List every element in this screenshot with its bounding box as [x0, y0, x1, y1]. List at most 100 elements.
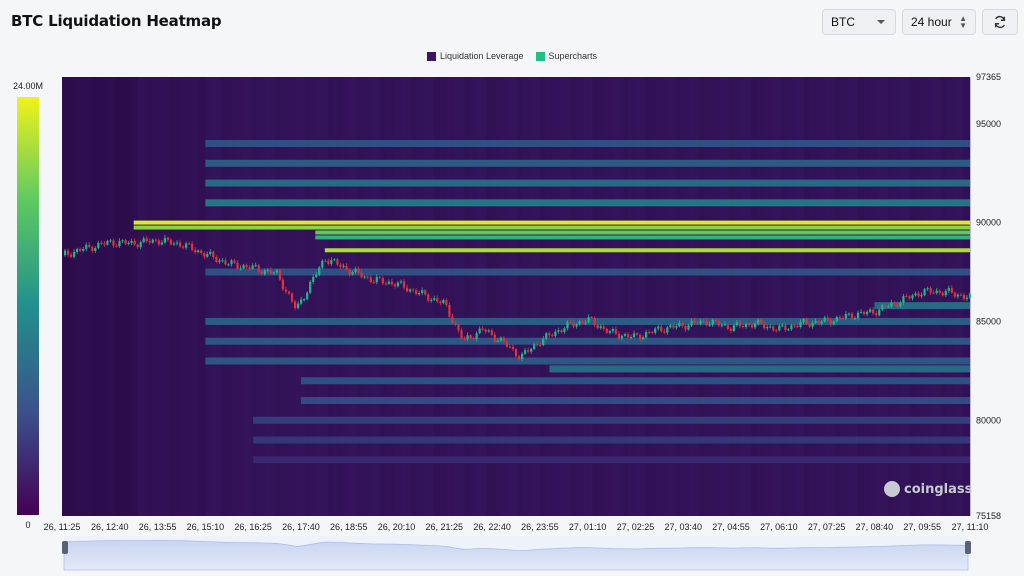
- legend-item-supercharts[interactable]: Supercharts: [535, 51, 598, 61]
- candle-body: [645, 332, 648, 338]
- candle-body: [814, 321, 817, 323]
- candle-body: [405, 287, 409, 292]
- candle-body: [424, 290, 427, 295]
- candle-body: [342, 265, 345, 267]
- candle-body: [387, 281, 390, 284]
- candle-body: [956, 294, 959, 297]
- candle-body: [118, 240, 121, 247]
- coin-select[interactable]: BTC: [822, 9, 896, 35]
- range-select[interactable]: 24 hour ▲ ▼: [902, 9, 976, 35]
- legend-label-supercharts: Supercharts: [548, 51, 598, 61]
- candle-body: [929, 288, 932, 293]
- heatmap-column: [417, 77, 426, 516]
- candle-body: [638, 334, 642, 340]
- candle-body: [629, 336, 633, 338]
- heatmap-column: [258, 77, 267, 516]
- candle-body: [635, 333, 639, 335]
- legend-item-leverage[interactable]: Liquidation Leverage: [426, 51, 524, 61]
- candle-body: [648, 332, 651, 334]
- candle-body: [309, 281, 312, 293]
- candle-body: [896, 303, 899, 307]
- candle-body: [284, 289, 288, 292]
- candle-body: [890, 302, 893, 307]
- heatmap-column: [848, 77, 857, 516]
- candle-body: [708, 324, 711, 326]
- liquidation-band: [300, 377, 970, 385]
- candle-body: [533, 344, 536, 349]
- candle-body: [517, 356, 521, 359]
- candle-body: [681, 323, 684, 327]
- heatmap-column: [167, 77, 176, 516]
- heatmap-column: [394, 77, 403, 516]
- candle-body: [617, 333, 621, 339]
- candle-body: [841, 318, 844, 320]
- colorbar-min-label: 0: [25, 520, 30, 530]
- liquidation-band: [205, 159, 971, 167]
- liquidation-band: [205, 140, 971, 148]
- candle-body: [820, 321, 823, 324]
- heatmap-column: [152, 77, 161, 516]
- x-tick-label: 27, 01:10: [569, 522, 607, 532]
- candle-body: [893, 302, 896, 304]
- heatmap-column: [266, 77, 275, 516]
- liquidation-band: [324, 248, 970, 253]
- candle-body: [402, 281, 406, 288]
- candle-body: [902, 296, 905, 303]
- candle-body: [551, 335, 554, 337]
- candle-body: [769, 326, 772, 328]
- x-tick-label: 26, 18:55: [330, 522, 368, 532]
- liquidation-band: [205, 179, 971, 187]
- candle-body: [408, 289, 412, 292]
- heatmap-column: [886, 77, 895, 516]
- candle-body: [953, 292, 956, 297]
- candle-body: [251, 265, 254, 269]
- candle-body: [463, 338, 466, 340]
- candle-body: [82, 249, 85, 251]
- candle-body: [965, 297, 969, 299]
- heatmap-column: [432, 77, 441, 516]
- heatmap-column: [795, 77, 805, 516]
- x-tick-label: 27, 03:40: [664, 522, 702, 532]
- heatmap-column: [478, 77, 487, 516]
- legend-label-leverage: Liquidation Leverage: [439, 51, 524, 61]
- candle-body: [847, 313, 851, 315]
- heatmap-column: [561, 77, 570, 516]
- x-tick-label: 27, 09:55: [903, 522, 941, 532]
- watermark-text: coinglass: [904, 481, 973, 497]
- candle-body: [714, 319, 717, 321]
- heatmap-column: [614, 77, 623, 516]
- heatmap-column: [652, 77, 661, 516]
- candle-body: [318, 267, 321, 275]
- candle-body: [163, 237, 167, 243]
- candle-body: [236, 262, 239, 269]
- heatmap-column: [326, 77, 335, 516]
- candle-body: [626, 334, 630, 338]
- range-handle-left[interactable]: [62, 541, 68, 554]
- candle-body: [599, 326, 602, 329]
- heatmap-column: [523, 77, 532, 516]
- refresh-icon: [994, 15, 1006, 29]
- heatmap-column: [750, 77, 759, 516]
- heatmap-column: [947, 77, 956, 516]
- heatmap-column: [463, 77, 472, 516]
- candle-body: [121, 240, 124, 242]
- candle-body: [865, 311, 869, 315]
- candle-body: [330, 260, 333, 264]
- candle-body: [293, 301, 297, 309]
- range-handle-right[interactable]: [965, 541, 971, 554]
- candle-body: [642, 337, 645, 340]
- refresh-button[interactable]: [982, 9, 1018, 35]
- candle-body: [623, 334, 627, 336]
- heatmap-column: [667, 77, 676, 516]
- coinglass-watermark: coinglass: [884, 481, 972, 497]
- candle-body: [94, 247, 97, 251]
- heatmap-column: [69, 77, 78, 516]
- x-tick-label: 27, 11:10: [952, 522, 989, 532]
- heatmap-column: [334, 77, 343, 516]
- candle-body: [729, 328, 732, 331]
- candle-body: [575, 324, 578, 327]
- candle-body: [191, 243, 194, 250]
- candle-body: [941, 292, 944, 296]
- candle-body: [690, 320, 693, 326]
